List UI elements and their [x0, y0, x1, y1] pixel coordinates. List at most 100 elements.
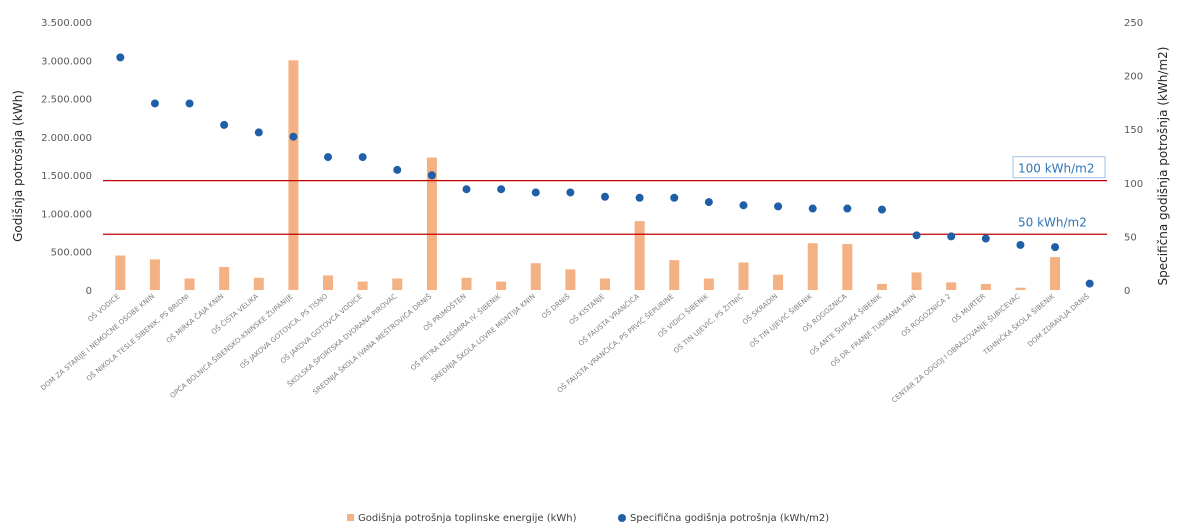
bar — [600, 278, 610, 290]
y-right-tick-label: 200 — [1124, 72, 1143, 83]
bar — [634, 221, 645, 290]
data-point — [981, 234, 990, 243]
data-point — [877, 205, 886, 214]
data-point — [843, 204, 852, 213]
data-point — [497, 185, 506, 194]
right-axis-ticks: 0 50 100 150 200 250 — [1124, 18, 1143, 297]
legend-bar-swatch — [347, 514, 354, 521]
data-point — [947, 232, 956, 241]
bar — [392, 278, 403, 290]
bar — [426, 157, 437, 290]
data-point — [739, 201, 748, 210]
bar — [911, 272, 922, 290]
reference-lines-layer: 100 kWh/m2 50 kWh/m2 — [103, 156, 1107, 235]
y-right-tick-label: 150 — [1124, 125, 1143, 136]
legend: Godišnja potrošnja toplinske energije (k… — [347, 512, 829, 524]
data-point — [462, 185, 471, 194]
legend-bar-label: Godišnja potrošnja toplinske energije (k… — [358, 512, 577, 524]
data-point — [393, 165, 402, 174]
data-point — [427, 171, 436, 180]
data-point — [704, 198, 713, 207]
bar — [773, 274, 784, 290]
x-tick-label: TEHNIČKA ŠKOLA ŠIBENIK — [980, 291, 1056, 357]
data-point — [220, 120, 229, 129]
y-left-tick-label: 2.000.000 — [41, 133, 92, 144]
bar — [565, 269, 576, 290]
y-left-tick-label: 1.500.000 — [41, 171, 92, 182]
y-right-tick-label: 250 — [1124, 18, 1143, 29]
bar — [461, 277, 472, 290]
bar — [1050, 257, 1061, 290]
data-point — [1016, 240, 1025, 249]
y-right-tick-label: 50 — [1124, 232, 1137, 243]
bar — [115, 255, 126, 290]
y-right-tick-label: 0 — [1124, 286, 1130, 297]
y-left-tick-label: 2.500.000 — [41, 95, 92, 106]
bar — [807, 243, 818, 290]
data-point — [1085, 279, 1094, 288]
bar — [669, 260, 680, 290]
data-point — [254, 128, 263, 137]
y-left-tick-label: 500.000 — [51, 248, 92, 259]
x-tick-label: SREDNJA ŠKOLA IVANA MEŠTROVIĆA DRNIŠ — [311, 291, 434, 396]
bar — [703, 278, 714, 290]
bar — [253, 277, 264, 290]
x-tick-label: OŠ MIRKA ČAJA KNIN — [164, 292, 225, 345]
x-tick-label: DOM ZDRAVLJA DRNIŠ — [1025, 291, 1091, 348]
bar — [876, 283, 887, 290]
data-point — [912, 231, 921, 240]
y-right-tick-label: 100 — [1124, 179, 1143, 190]
data-point — [774, 202, 783, 211]
x-tick-label: OŠ FAUSTA VRANČIĆA, PS PRVIĆ ŠEPURINE — [555, 292, 675, 395]
x-tick-label: OPĆA BOLNICA ŠIBENSKO-KNINSKE ŽUPANIJE — [168, 292, 295, 400]
x-tick-label: CENTAR ZA ODGOJ I OBRAZOVANJE ŠUBIĆEVAC — [890, 292, 1022, 405]
data-point — [358, 153, 367, 162]
data-point — [531, 188, 540, 197]
x-tick-label: OŠ DRNIŠ — [540, 291, 572, 320]
data-point — [150, 99, 159, 108]
y-left-tick-label: 1.000.000 — [41, 209, 92, 220]
y-left-tick-label: 0 — [86, 286, 92, 297]
x-tick-label: OŠ MURTER — [950, 292, 987, 326]
data-point — [1051, 243, 1060, 252]
bar — [842, 244, 853, 290]
bar — [1015, 287, 1026, 290]
y-left-tick-label: 3.000.000 — [41, 56, 92, 67]
legend-dot-swatch — [618, 514, 626, 522]
data-point — [185, 99, 194, 108]
bar — [530, 263, 541, 290]
dots-layer — [116, 53, 1094, 288]
y-left-tick-label: 3.500.000 — [41, 18, 92, 29]
bars-layer — [115, 60, 1061, 291]
bar — [496, 281, 507, 290]
legend-dot-label: Specifična godišnja potrošnja (kWh/m2) — [630, 512, 829, 524]
x-tick-label: OŠ TIN UJEVIĆ, PS ŽITNIĆ — [672, 292, 745, 356]
data-point — [116, 53, 125, 62]
bar — [738, 262, 749, 290]
reference-line-label: 50 kWh/m2 — [1018, 215, 1087, 229]
data-point — [324, 153, 333, 162]
left-axis-ticks: 0 500.000 1.000.000 1.500.000 2.000.000 2.500… — [41, 18, 92, 297]
bar — [357, 281, 368, 290]
data-point — [670, 193, 679, 202]
data-point — [635, 193, 644, 202]
bar — [980, 283, 991, 290]
bar — [323, 275, 334, 290]
y-right-axis-title: Specifična godišnja potrošnja (kWh/m2) — [1156, 47, 1170, 286]
data-point — [289, 132, 298, 141]
x-tick-label: OŠ TIN UJEVIĆ ŠIBENIK — [748, 291, 815, 349]
reference-line-label: 100 kWh/m2 — [1018, 162, 1095, 176]
x-tick-label: OŠ FAUSTA VRANČIĆA — [576, 292, 641, 348]
y-left-axis-title: Godišnja potrošnja (kWh) — [11, 90, 25, 242]
reference-label-box — [1012, 156, 1106, 179]
data-point — [601, 192, 609, 201]
bar — [946, 282, 957, 290]
bar — [149, 259, 160, 290]
bar — [184, 278, 195, 290]
data-point — [808, 204, 817, 213]
x-tick-label: OŠ ANTE ŠUPUKA ŠIBENIK — [808, 291, 884, 357]
data-point — [566, 188, 575, 197]
